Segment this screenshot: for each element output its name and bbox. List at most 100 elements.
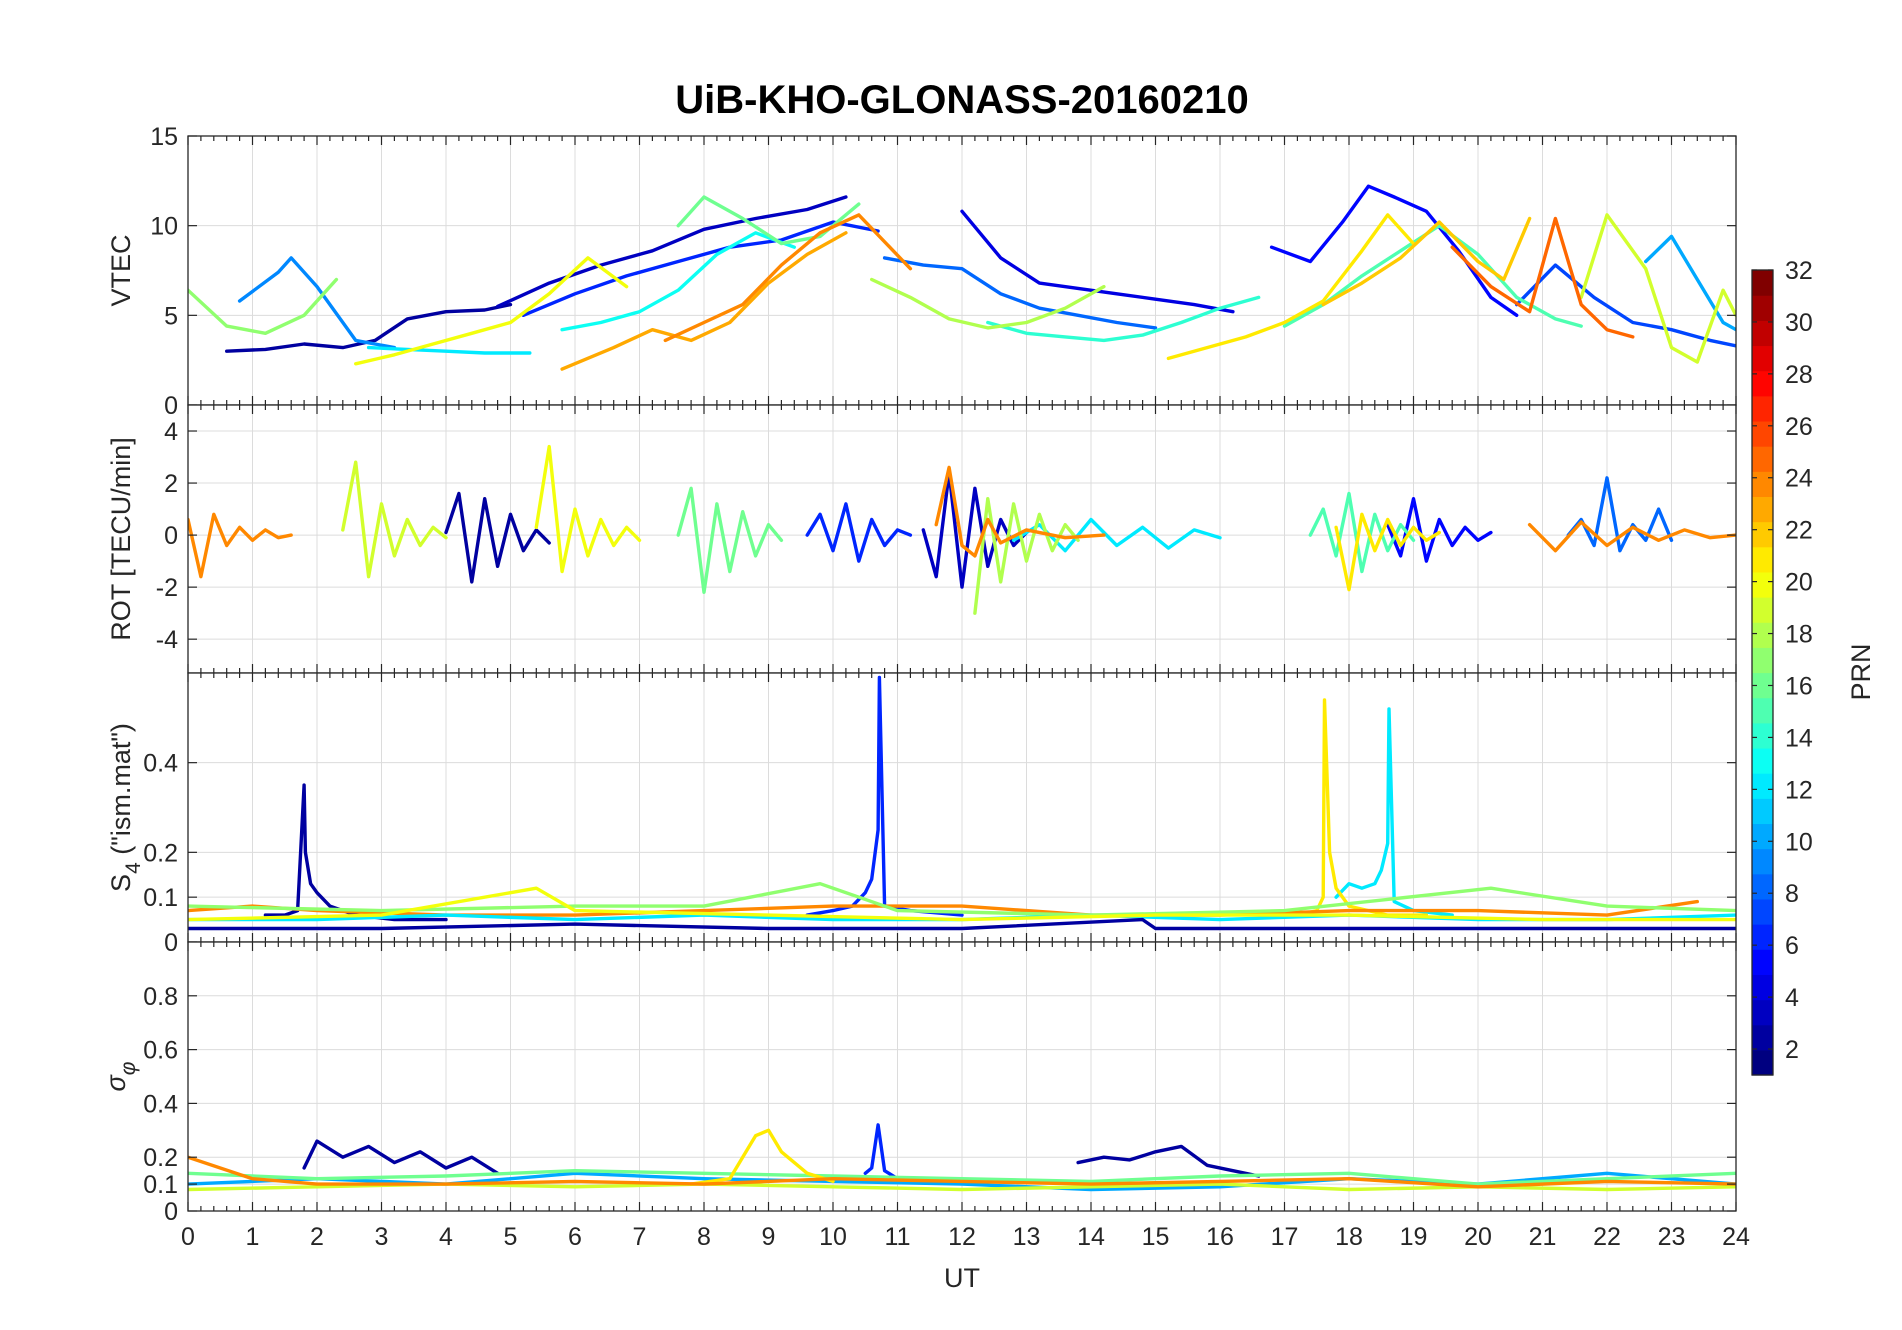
colorbar-segment [1752,747,1773,774]
panel-vtec: 0 5 10 15 VTEC [106,123,1737,420]
colorbar-tick-label: 6 [1785,932,1799,960]
colorbar-segment [1752,1049,1773,1076]
colorbar-segment [1752,420,1773,447]
colorbar-tick-label: 22 [1785,517,1813,545]
x-tick-label: 16 [1206,1223,1234,1251]
colorbar-segment [1752,295,1773,321]
colorbar-segment [1752,270,1773,296]
y-axis-label: VTEC [106,234,136,306]
plot-panels: 0 5 10 15 VTEC -4 -2 0 2 4 ROT [TECU/min] 0 0.1 0.2 0.… [101,123,1750,1251]
x-tick-label: 23 [1658,1223,1686,1251]
y-tick-label: 0 [164,392,178,420]
y-tick-label: 0.2 [143,839,178,867]
colorbar-segment [1752,471,1773,498]
colorbar-segment [1752,773,1773,799]
colorbar-segment [1752,1024,1773,1051]
colorbar-segment [1752,898,1773,925]
x-tick-label: 2 [310,1223,324,1251]
x-tick-label: 12 [948,1223,976,1251]
y-tick-label: 0.1 [143,884,178,912]
colorbar-segment [1752,672,1773,699]
x-tick-label: 9 [762,1223,776,1251]
series-line-prn-7 [1515,263,1736,348]
series-line-prn-12 [1334,707,1454,917]
colorbar-segment [1752,622,1773,648]
x-tick-label: 21 [1529,1223,1557,1251]
colorbar-segment [1752,999,1773,1026]
colorbar-tick-label: 14 [1785,724,1813,752]
series-line-prn-2 [225,302,513,353]
series-line-prn-16 [188,1169,1736,1186]
x-tick-label: 1 [246,1223,260,1251]
panel-rot: -4 -2 0 2 4 ROT [TECU/min] [106,404,1737,674]
colorbar-segment [1752,848,1773,875]
x-tick-label: 8 [697,1223,711,1251]
y-axis-label: σφ [101,1061,140,1091]
colorbar-segment [1752,597,1773,623]
y-tick-label: 0.8 [143,983,178,1011]
series-line-prn-21 [1334,512,1441,592]
x-tick-label: 22 [1593,1223,1621,1251]
series-line-prn-8 [882,256,1158,330]
series-line-prn-3 [495,195,848,309]
series-line-prn-6 [521,220,880,317]
y-tick-label: 0 [164,522,178,550]
colorbar-tick-label: 12 [1785,776,1813,804]
series-line-prn-9 [237,256,397,350]
colorbar-tick-label: 2 [1785,1036,1799,1064]
y-tick-label: 0.4 [143,750,178,778]
colorbar-segment [1752,571,1773,598]
x-tick-label: 13 [1013,1223,1041,1251]
x-tick-label: 3 [375,1223,389,1251]
series-line-prn-21 [689,1128,835,1186]
y-tick-label: -2 [156,574,178,602]
x-tick-label: 7 [633,1223,647,1251]
series-line-prn-21 [1166,213,1416,361]
y-tick-label: 0.4 [143,1090,178,1118]
colorbar-tick-label: 30 [1785,309,1813,337]
series-line-prn-17 [188,882,1736,917]
series-line-prn-2 [302,1139,500,1175]
series-line-prn-12 [366,345,532,355]
colorbar-frame [1751,269,1774,1076]
series-line-prn-19 [341,460,448,579]
colorbar-label: PRN [1846,643,1876,700]
colorbar-segment [1752,722,1773,749]
colorbar-segment [1752,949,1773,975]
y-axis-label: ROT [TECU/min] [106,437,136,641]
series-line-prn-16 [676,486,784,594]
series-line-prn-13 [560,231,796,332]
series-line-prn-22 [1321,216,1532,307]
colorbar-tick-label: 16 [1785,672,1813,700]
y-tick-label: 2 [164,470,178,498]
x-tick-label: 5 [504,1223,518,1251]
colorbar-tick-label: 32 [1785,257,1813,285]
panel-s4: 0 0.1 0.2 0.4S4 ("ism.mat") [106,672,1737,957]
series-group [188,444,1736,615]
colorbar-segment [1752,647,1773,674]
colorbar-segment [1752,521,1773,548]
colorbar-tick-label: 28 [1785,361,1813,389]
x-tick-label: 15 [1142,1223,1170,1251]
series-line-prn-6 [805,502,913,563]
y-tick-label: 15 [150,123,178,151]
y-tick-label: 10 [150,213,178,241]
y-tick-label: 0 [164,929,178,957]
colorbar-segment [1752,496,1773,523]
series-line-prn-20 [354,256,629,366]
series-line-prn-19 [1579,213,1736,364]
series-line-prn-24 [1527,520,1736,553]
x-tick-label: 19 [1400,1223,1428,1251]
colorbar-segment [1752,873,1773,900]
series-line-prn-10 [1644,234,1736,332]
series-line-prn-5 [1269,184,1519,317]
series-line-prn-20 [534,444,642,574]
colorbar-segment [1752,395,1773,422]
y-tick-label: -4 [156,626,178,654]
colorbar-tick-label: 18 [1785,621,1813,649]
series-line-prn-24 [934,465,1106,558]
y-tick-label: 4 [164,418,178,446]
colorbar-segment [1752,798,1773,825]
series-line-prn-6 [863,1123,900,1181]
